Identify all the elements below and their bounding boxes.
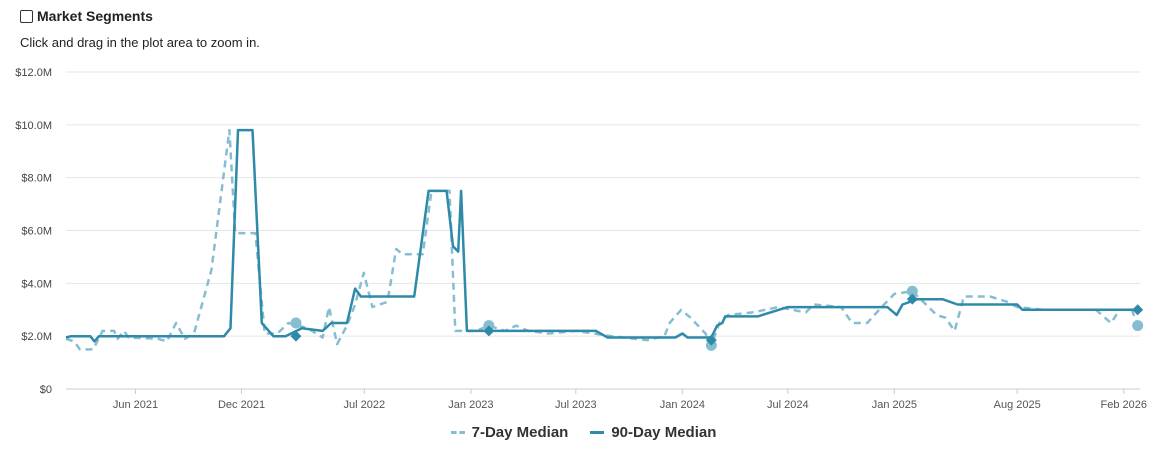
- x-tick-label: Feb 2026: [1101, 399, 1147, 411]
- data-point-marker: [705, 334, 717, 346]
- data-point-marker: [1132, 304, 1144, 316]
- line-chart[interactable]: $0 $2.0M $4.0M $6.0M $8.0M $10.0M $12.0M Jun 20…: [0, 0, 1167, 420]
- series-line-7-day-median: [65, 128, 1139, 351]
- data-point-marker: [906, 285, 918, 297]
- legend-item-7-day-median[interactable]: 7-Day Median: [450, 424, 569, 441]
- grid-lines: [66, 71, 1140, 390]
- x-tick-label: Dec 2021: [218, 399, 265, 411]
- solid-line-icon: [590, 431, 605, 434]
- x-tick-label: Jul 2023: [555, 399, 597, 411]
- data-point-marker: [906, 293, 918, 305]
- axes: $0 $2.0M $4.0M $6.0M $8.0M $10.0M $12.0M Jun 20…: [15, 67, 1147, 411]
- x-tick-label: Aug 2025: [994, 399, 1041, 411]
- x-tick-label: Jul 2022: [344, 399, 386, 411]
- y-tick-label: $10.0M: [15, 120, 52, 132]
- data-point-marker: [1132, 320, 1144, 332]
- legend-item-90-day-median[interactable]: 90-Day Median: [590, 424, 716, 441]
- market-segments-label: Market Segments: [37, 8, 153, 24]
- x-tick-label: Jul 2024: [767, 399, 809, 411]
- y-tick-label: $6.0M: [21, 226, 52, 238]
- legend-label-90-day-median: 90-Day Median: [611, 424, 717, 441]
- x-tick-label: Jan 2024: [660, 399, 705, 411]
- zoom-hint: Click and drag in the plot area to zoom …: [20, 35, 260, 50]
- chart-legend: 7-Day Median 90-Day Median: [0, 424, 1167, 441]
- x-tick-label: Jan 2025: [872, 399, 917, 411]
- market-segments-checkbox[interactable]: [20, 9, 33, 23]
- data-point-marker: [290, 317, 302, 329]
- legend-label-7-day-median: 7-Day Median: [471, 424, 569, 441]
- y-tick-label: $2.0M: [21, 331, 52, 343]
- y-tick-label: $4.0M: [21, 278, 52, 290]
- series-line-90-day-median: [65, 128, 1138, 343]
- x-tick-label: Jun 2021: [113, 399, 158, 411]
- y-tick-label: $8.0M: [21, 173, 52, 185]
- data-point-marker: [290, 330, 302, 342]
- x-tick-label: Jan 2023: [448, 399, 493, 411]
- chart-header: Market Segments: [20, 8, 153, 24]
- data-point-marker: [483, 325, 495, 337]
- market-segments-toggle[interactable]: Market Segments: [20, 8, 153, 24]
- dashed-line-icon: [450, 431, 465, 434]
- y-tick-label: $0: [40, 384, 52, 396]
- y-tick-label: $12.0M: [15, 67, 52, 79]
- series-area: [65, 128, 1144, 351]
